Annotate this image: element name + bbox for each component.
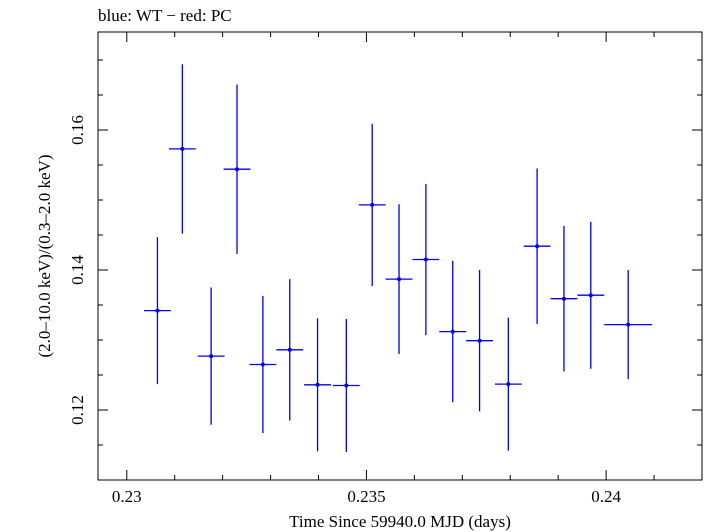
data-point (550, 225, 578, 372)
chart-title: blue: WT − red: PC (98, 6, 232, 25)
data-point (494, 317, 522, 451)
data-marker (344, 383, 349, 388)
data-marker (260, 362, 265, 367)
plot-frame (97, 31, 703, 481)
data-point (168, 64, 196, 234)
data-marker (397, 277, 402, 282)
data-marker (209, 354, 214, 359)
data-marker (287, 347, 292, 352)
y-axis-label: (2.0–10.0 keV)/(0.3–2.0 keV) (35, 154, 54, 357)
data-point (197, 287, 225, 425)
data-point (223, 84, 251, 254)
data-marker (370, 202, 375, 207)
data-marker (588, 293, 593, 298)
data-point (577, 221, 605, 369)
y-tick-label: 0.14 (68, 255, 87, 285)
data-marker (235, 167, 240, 172)
x-tick-label: 0.235 (347, 487, 385, 506)
data-marker (535, 244, 540, 249)
data-point (276, 279, 304, 421)
y-axis: 0.12 0.14 0.16 (68, 59, 702, 481)
x-axis-label: Time Since 59940.0 MJD (days) (289, 512, 511, 531)
x-tick-label: 0.23 (112, 487, 142, 506)
data-marker (423, 257, 428, 262)
data-point (412, 183, 440, 336)
data-point (604, 270, 653, 380)
data-marker (180, 146, 185, 151)
data-point (385, 204, 413, 354)
x-tick-label: 0.24 (591, 487, 621, 506)
data-point (249, 295, 277, 434)
data-marker (450, 329, 455, 334)
y-tick-label: 0.16 (68, 115, 87, 145)
data-marker (155, 308, 160, 313)
y-tick-label: 0.12 (68, 395, 87, 425)
data-marker (561, 296, 566, 301)
data-point (439, 260, 467, 403)
data-marker (506, 382, 511, 387)
x-axis: 0.23 0.235 0.24 (112, 32, 703, 506)
data-point (304, 318, 331, 452)
data-point (466, 270, 493, 412)
data-marker (315, 382, 320, 387)
data-point (523, 168, 551, 324)
data-marker (626, 322, 631, 327)
data-series (144, 64, 653, 452)
data-marker (477, 338, 482, 343)
data-point (358, 123, 386, 287)
data-point (332, 319, 360, 452)
data-point (144, 237, 171, 385)
